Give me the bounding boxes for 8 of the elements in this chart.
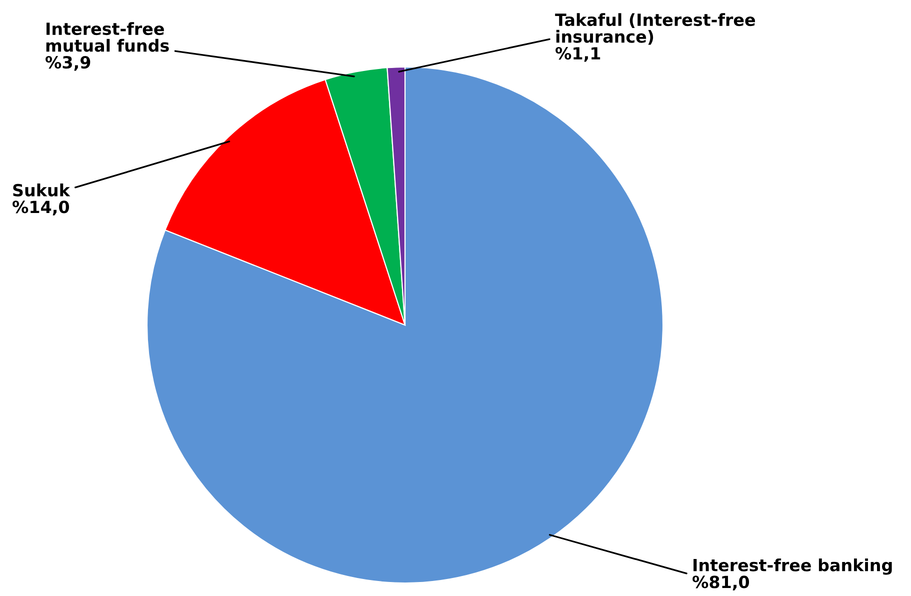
slice-label: Interest-free mutual funds bbox=[46, 22, 169, 52]
slice-label: Sukuk bbox=[13, 184, 70, 196]
data-label: %3,9 bbox=[46, 56, 90, 71]
slice-label: Takaful (Interest-free insurance) bbox=[555, 13, 755, 45]
data-label: %14,0 bbox=[12, 200, 70, 216]
data-label: %1,1 bbox=[556, 46, 600, 62]
data-label: %81,0 bbox=[692, 576, 750, 590]
slice-label: Interest-free banking bbox=[694, 558, 892, 575]
